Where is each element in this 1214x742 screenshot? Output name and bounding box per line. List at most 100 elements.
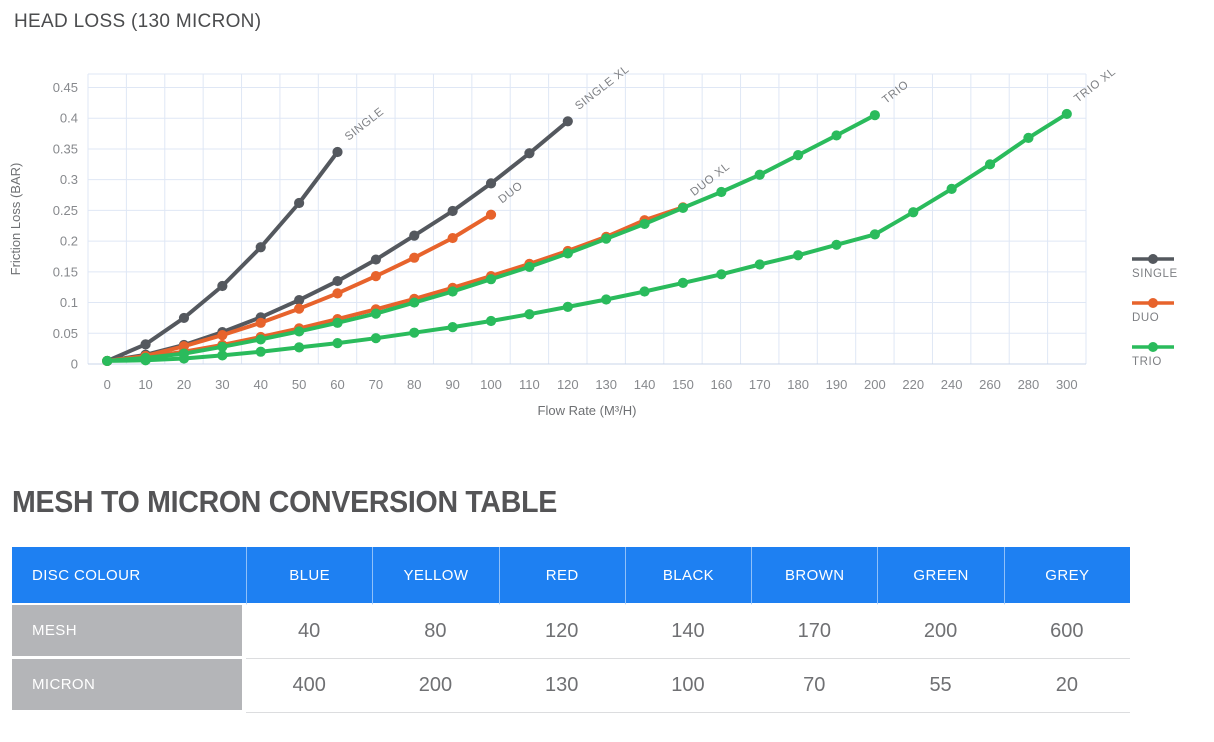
series-marker — [370, 333, 381, 344]
x-tick-label: 300 — [1056, 377, 1078, 392]
series-marker — [294, 303, 305, 314]
x-tick-label: 140 — [634, 377, 656, 392]
table-value-cell: 400 — [246, 659, 373, 713]
series-marker — [409, 297, 420, 308]
series-marker — [562, 301, 573, 312]
table-value-cell: 80 — [372, 605, 499, 659]
table-header-cell: GREEN — [877, 547, 1004, 605]
x-tick-label: 20 — [177, 377, 191, 392]
legend-marker — [1148, 342, 1158, 352]
series-marker — [178, 312, 190, 324]
table-header-cell: GREY — [1003, 547, 1130, 605]
x-tick-label: 0 — [104, 377, 111, 392]
table-header-cell: BLACK — [624, 547, 752, 605]
legend-marker — [1148, 254, 1158, 264]
series-marker — [217, 280, 228, 292]
mesh-micron-table: DISC COLOUR BLUE YELLOW RED BLACK BROWN GREEN G… — [12, 547, 1130, 713]
table-title: MESH TO MICRON CONVERSION TABLE — [12, 484, 557, 519]
x-tick-label: 220 — [902, 377, 924, 392]
table-value-cell: 120 — [498, 605, 625, 659]
series-marker — [255, 242, 266, 253]
series-marker — [562, 116, 573, 127]
table-header-disc-colour: DISC COLOUR — [12, 547, 246, 605]
table-header-cell: RED — [498, 547, 625, 605]
table-row-label: MICRON — [12, 659, 246, 713]
series-marker — [332, 288, 343, 299]
series-marker — [332, 338, 343, 349]
series-marker — [869, 110, 880, 121]
series-marker — [447, 286, 458, 297]
x-tick-label: 200 — [864, 377, 886, 392]
y-tick-label: 0.3 — [60, 172, 78, 187]
table-value-cell: 130 — [498, 659, 625, 713]
table-value-cell: 200 — [877, 605, 1004, 659]
y-tick-label: 0.25 — [53, 203, 78, 218]
series-line-trio-xl — [105, 111, 1069, 363]
series-marker — [485, 274, 497, 285]
x-tick-label: 110 — [519, 377, 540, 392]
series-marker — [601, 294, 612, 305]
table-value-cell: 100 — [624, 659, 752, 713]
series-end-label: DUO — [496, 180, 525, 206]
table-row-label: MESH — [12, 605, 246, 659]
series-marker — [332, 275, 343, 287]
series-marker — [255, 334, 266, 345]
x-tick-label: 40 — [253, 377, 267, 392]
series-marker — [294, 326, 305, 337]
x-tick-label: 50 — [292, 377, 306, 392]
series-marker — [140, 352, 151, 363]
series-marker — [370, 308, 381, 319]
series-marker — [639, 286, 650, 297]
y-tick-label: 0.15 — [53, 264, 78, 279]
series-marker — [217, 341, 228, 352]
x-tick-label: 60 — [330, 377, 344, 392]
x-tick-label: 170 — [749, 377, 771, 392]
series-marker — [332, 146, 343, 158]
series-marker — [102, 355, 113, 367]
table-value-cell: 600 — [1003, 605, 1130, 659]
series-marker — [485, 178, 497, 189]
series-marker — [294, 342, 305, 353]
legend-label: SINGLE — [1132, 268, 1178, 280]
table-header-cell: BLUE — [246, 547, 373, 605]
series-marker — [831, 130, 842, 141]
x-tick-label: 240 — [941, 377, 963, 392]
series-marker — [409, 252, 420, 263]
y-tick-label: 0.45 — [53, 80, 78, 95]
legend-label: TRIO — [1132, 356, 1162, 368]
series-marker — [447, 205, 458, 217]
series-marker — [524, 309, 535, 320]
table-value-cell: 140 — [624, 605, 752, 659]
x-tick-label: 80 — [407, 377, 421, 392]
x-tick-label: 90 — [445, 377, 459, 392]
series-marker — [447, 232, 458, 244]
x-tick-label: 180 — [787, 377, 809, 392]
table-header-cell: YELLOW — [372, 547, 499, 605]
x-tick-label: 280 — [1018, 377, 1040, 392]
series-marker — [255, 346, 266, 357]
table-value-cell: 55 — [877, 659, 1004, 713]
x-axis-title: Flow Rate (M³/H) — [538, 403, 637, 418]
x-tick-label: 150 — [672, 377, 694, 392]
series-marker — [908, 207, 919, 218]
series-marker — [217, 350, 228, 361]
x-tick-label: 10 — [138, 377, 152, 392]
y-tick-label: 0.1 — [60, 295, 78, 310]
head-loss-chart: 0 0.05 0.1 0.15 0.2 0.25 0.3 0.35 0.4 0.45 0 10 20 30… — [8, 63, 1178, 418]
series-marker — [409, 230, 420, 241]
series-marker — [831, 239, 842, 250]
series-marker — [178, 341, 190, 352]
table-value-cell: 70 — [751, 659, 878, 713]
series-marker — [524, 261, 535, 273]
table-value-cell: 20 — [1003, 659, 1130, 713]
x-tick-label: 70 — [369, 377, 383, 392]
series-marker — [946, 183, 957, 194]
y-tick-label: 0.35 — [53, 141, 78, 156]
table-value-cell: 170 — [751, 605, 878, 659]
series-end-label: TRIO — [880, 79, 911, 107]
series-marker — [332, 317, 343, 328]
y-tick-label: 0.2 — [60, 234, 78, 249]
x-tick-label: 260 — [979, 377, 1001, 392]
series-marker — [370, 254, 381, 265]
series-end-label: SINGLE — [343, 106, 386, 144]
